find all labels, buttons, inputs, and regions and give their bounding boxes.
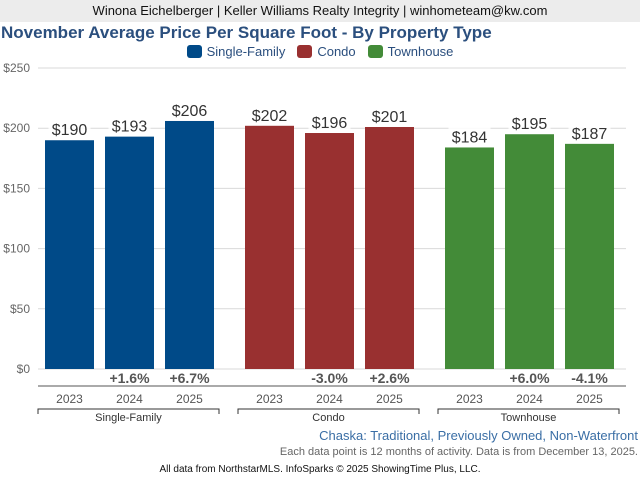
group-bracket [37,408,220,414]
bar [45,140,94,369]
source-credit: All data from NorthstarMLS. InfoSparks ©… [159,464,481,475]
value-label-bg [168,99,211,119]
legend-label: Townhouse [387,44,454,59]
x-tick-label: 2024 [116,392,143,406]
value-label-bg [368,105,411,125]
group-bracket [437,408,620,414]
bar [365,126,414,369]
x-tick-label: 2024 [516,392,543,406]
legend-item-condo[interactable]: Condo [297,44,356,59]
value-label: $196 [312,115,348,132]
legend-swatch-single-family [186,45,202,58]
value-label: $190 [52,122,88,139]
change-label: +1.6% [109,370,150,386]
value-label-bg [248,104,291,124]
x-tick-label: 2025 [376,392,403,406]
legend-swatch-condo [297,45,313,58]
bar [305,133,354,369]
value-label-bg [48,119,91,139]
bar [105,136,154,369]
bar [505,134,554,369]
group-label: Townhouse [501,412,557,424]
value-label: $201 [372,109,408,126]
change-label: +6.0% [509,370,550,386]
legend-item-townhouse[interactable]: Townhouse [367,44,454,59]
bar [445,147,494,369]
group-bracket [237,408,420,414]
change-label: +6.7% [169,370,210,386]
value-label-bg [308,112,351,132]
chart-title: November Average Price Per Square Foot -… [1,23,492,42]
value-label: $206 [172,103,208,120]
value-label: $202 [252,108,288,125]
bar [165,120,214,369]
value-label: $184 [452,129,488,146]
legend-item-single-family[interactable]: Single-Family [186,44,286,59]
bar [565,143,614,369]
x-tick-label: 2023 [456,392,483,406]
x-tick-label: 2023 [56,392,83,406]
y-tick-label: $150 [3,181,30,195]
bar-chart: $0 $50 $100 $150 $200 $250 $190 2023 $193 +1.6% 20… [3,61,626,424]
x-tick-label: 2024 [316,392,343,406]
change-label: -3.0% [311,370,348,386]
y-tick-label: $50 [10,302,30,316]
x-tick-label: 2025 [576,392,603,406]
legend-swatch-townhouse [367,45,383,58]
value-label: $187 [572,126,608,143]
x-tick-label: 2025 [176,392,203,406]
value-label-bg [448,126,491,146]
legend: Single-Family Condo Townhouse [0,44,640,59]
y-tick-label: $100 [3,242,30,256]
legend-label: Condo [317,44,356,59]
change-label: -4.1% [571,370,608,386]
value-label: $195 [512,116,548,133]
y-tick-label: $200 [3,121,30,135]
legend-label: Single-Family [206,44,286,59]
value-label-bg [508,113,551,133]
bar [245,125,294,370]
value-label-bg [568,122,611,142]
data-note: Each data point is 12 months of activity… [279,446,638,458]
group-label: Single-Family [95,412,162,424]
value-label-bg [108,115,151,135]
x-tick-label: 2023 [256,392,283,406]
y-tick-label: $0 [17,362,31,376]
value-label: $193 [112,119,148,136]
group-label: Condo [312,412,344,424]
y-tick-label: $250 [3,61,30,75]
change-label: +2.6% [369,370,410,386]
agent-banner: Winona Eichelberger | Keller Williams Re… [0,0,640,22]
chart-subtitle: Chaska: Traditional, Previously Owned, N… [319,428,638,443]
